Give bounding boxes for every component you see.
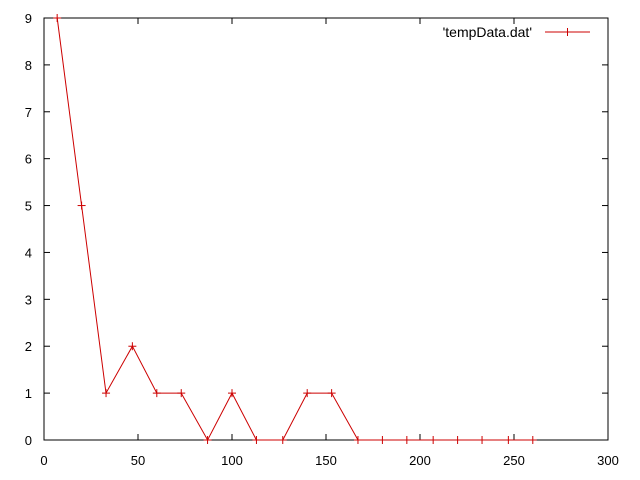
data-point <box>353 436 362 444</box>
data-point <box>53 14 62 22</box>
data-point <box>102 389 111 398</box>
data-point <box>228 389 236 398</box>
y-tick-label: 5 <box>25 199 32 214</box>
data-point <box>152 389 161 398</box>
legend-label: 'tempData.dat' <box>443 24 532 40</box>
y-tick-label: 4 <box>25 245 32 260</box>
data-point <box>128 342 137 351</box>
legend: 'tempData.dat' <box>443 24 590 40</box>
y-tick-label: 3 <box>25 292 32 307</box>
y-tick-labels: 0 1 2 3 4 5 6 7 8 9 <box>25 11 32 448</box>
x-tick-label: 50 <box>131 453 145 468</box>
data-point <box>327 389 336 398</box>
y-tick-label: 0 <box>25 433 32 448</box>
axis-ticks <box>43 17 609 441</box>
x-tick-label: 250 <box>503 453 525 468</box>
data-point <box>203 436 212 444</box>
y-tick-label: 6 <box>25 152 32 167</box>
y-tick-label: 1 <box>25 386 32 401</box>
data-point <box>177 389 186 398</box>
x-tick-label: 150 <box>315 453 337 468</box>
x-tick-label: 300 <box>597 453 619 468</box>
x-tick-label: 0 <box>40 453 47 468</box>
x-tick-label: 100 <box>221 453 243 468</box>
data-point <box>504 436 513 444</box>
data-point <box>378 436 387 444</box>
data-point <box>528 436 537 444</box>
data-point <box>429 436 438 444</box>
y-tick-label: 8 <box>25 58 32 73</box>
legend-marker <box>563 28 572 36</box>
data-point <box>303 389 312 398</box>
x-tick-labels: 0 50 100 150 200 250 300 <box>40 453 618 468</box>
series-line <box>56 17 533 442</box>
data-point <box>478 436 487 444</box>
data-point <box>77 201 86 210</box>
y-tick-label: 9 <box>25 11 32 26</box>
x-tick-label: 200 <box>409 453 431 468</box>
data-point <box>278 436 287 444</box>
y-tick-label: 7 <box>25 105 32 120</box>
data-point <box>402 436 411 444</box>
plot-frame <box>43 17 609 441</box>
y-tick-label: 2 <box>25 339 32 354</box>
data-point <box>453 436 462 444</box>
data-point <box>252 436 261 444</box>
series-group <box>53 14 537 444</box>
